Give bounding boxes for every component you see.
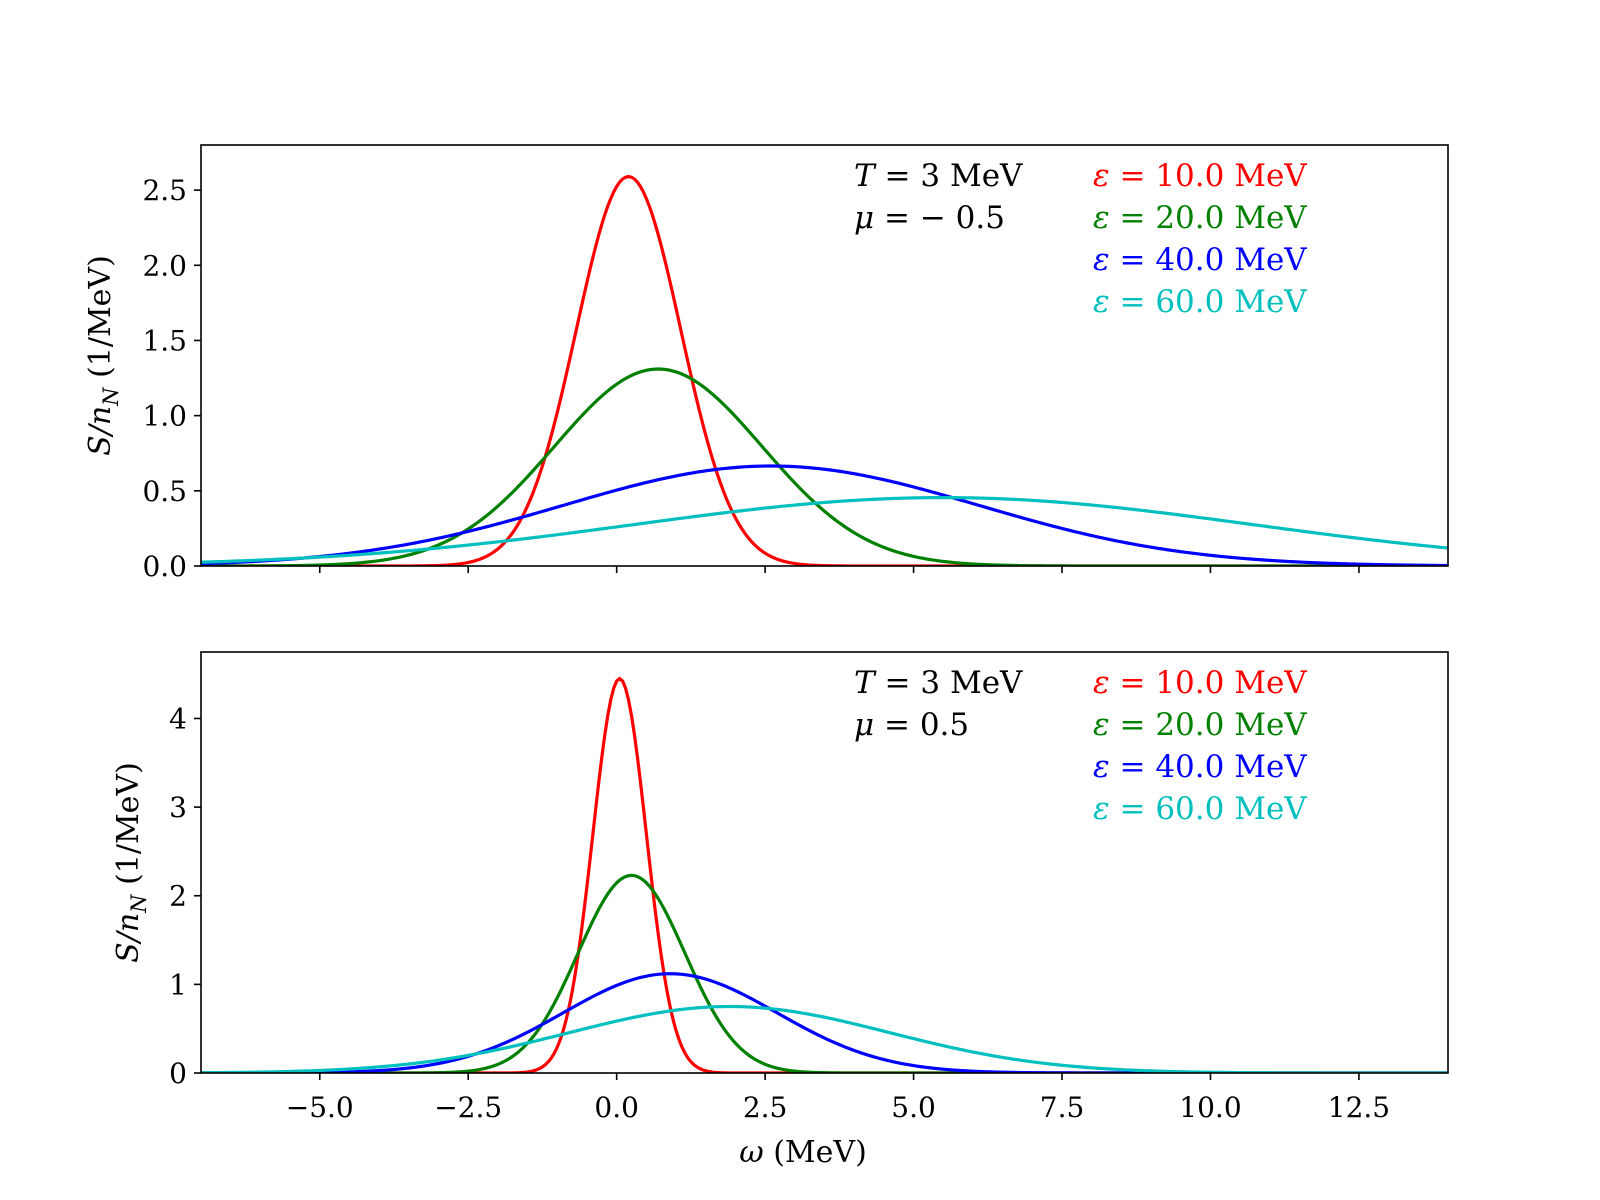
y-tick-label: 1.5: [142, 324, 187, 357]
y-tick-label: 4: [169, 702, 187, 735]
legend-entry: ε = 60.0 MeV: [1093, 791, 1307, 827]
series-line-4: [201, 495, 1448, 564]
x-tick-label: −5.0: [286, 1091, 354, 1124]
y-tick-label: 1.0: [142, 400, 187, 433]
legend-entry: ε = 20.0 MeV: [1093, 707, 1307, 743]
x-tick-label: 5.0: [891, 1091, 936, 1124]
y-tick-label: 2.5: [142, 174, 187, 207]
y-axis-label: S/nN (1/MeV): [83, 255, 123, 456]
parameter-label: μ = 0.5: [854, 707, 969, 743]
y-tick-label: 3: [169, 791, 187, 824]
top-panel: 0.0 0.5 1.0 1.5 2.0 2.5 S/nN (1/MeV) T = 3 MeV μ…: [83, 144, 1449, 583]
y-tick-label: 0.5: [142, 475, 187, 508]
x-tick-label: 2.5: [743, 1091, 788, 1124]
y-tick-label: 2.0: [142, 249, 187, 282]
x-tick-label: 10.0: [1179, 1091, 1241, 1124]
plot-frame: [200, 144, 1449, 567]
parameter-label: T = 3 MeV: [854, 665, 1023, 701]
x-axis-label: ω (MeV): [739, 1135, 867, 1170]
legend-entry: ε = 60.0 MeV: [1093, 284, 1307, 320]
x-tick-label: 12.5: [1328, 1091, 1390, 1124]
legend-entry: ε = 40.0 MeV: [1093, 749, 1307, 785]
bottom-panel: 0 1 2 3 4 −5.0 −2.5 0.0 2.5 5.0 7.5 10.0 12.5 S/nN (1…: [111, 651, 1449, 1124]
y-tick-label: 2: [169, 880, 187, 913]
y-tick-label: 0.0: [142, 550, 187, 583]
series-line-2: [201, 873, 1448, 1073]
legend-entry: ε = 40.0 MeV: [1093, 242, 1307, 278]
y-tick-label: 0: [169, 1057, 187, 1090]
parameter-label: T = 3 MeV: [854, 158, 1023, 194]
y-axis-label: S/nN (1/MeV): [111, 762, 151, 963]
legend-entry: ε = 10.0 MeV: [1093, 158, 1307, 194]
series-line-3: [201, 464, 1448, 566]
x-tick-label: 0.0: [594, 1091, 639, 1124]
y-tick-label: 1: [169, 968, 187, 1001]
legend-entry: ε = 20.0 MeV: [1093, 200, 1307, 236]
series-line-3: [201, 972, 1448, 1073]
series-line-2: [201, 367, 1448, 566]
legend-entry: ε = 10.0 MeV: [1093, 665, 1307, 701]
plot-frame: [200, 651, 1449, 1074]
parameter-label: μ = − 0.5: [854, 200, 1005, 236]
x-tick-label: −2.5: [434, 1091, 502, 1124]
x-tick-label: 7.5: [1040, 1091, 1085, 1124]
